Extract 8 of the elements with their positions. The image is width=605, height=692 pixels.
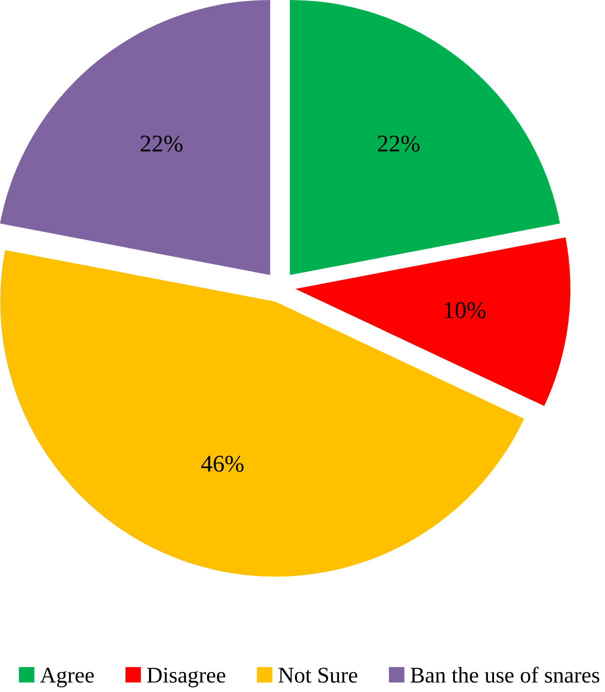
data-label: 46% (201, 456, 244, 472)
legend-label: Disagree (147, 668, 226, 688)
legend-label: Not Sure (278, 668, 358, 683)
legend-label: Agree (40, 668, 94, 688)
data-label: 22% (140, 136, 183, 152)
data-label: 10% (444, 302, 486, 318)
legend-label: Ban the use of snares (410, 666, 600, 683)
data-label: 22% (378, 136, 420, 152)
